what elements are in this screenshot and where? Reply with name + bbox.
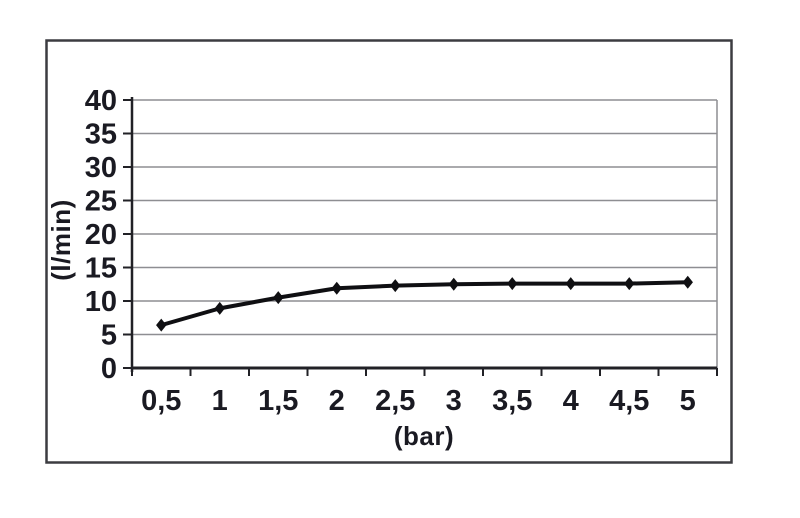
y-tick-label: 15 [85, 253, 117, 285]
x-tick-labels-group: 0,5 1 1,5 2 2,5 3 3,5 4 4,5 5 [141, 385, 696, 417]
series-line [159, 280, 690, 328]
y-tick-label: 30 [85, 152, 117, 184]
chart-border [45, 39, 733, 464]
x-tick-label: 3,5 [492, 385, 532, 417]
data-point-marker [624, 277, 635, 291]
y-axis-title: (l/min) [46, 199, 76, 281]
data-point-marker [565, 277, 576, 291]
y-tick-label: 40 [85, 85, 117, 117]
x-tick-label: 1,5 [258, 385, 298, 417]
x-tick-label: 5 [680, 385, 696, 417]
data-point-marker [448, 277, 459, 291]
data-point-marker [331, 281, 342, 295]
y-tick-label: 25 [85, 186, 117, 218]
x-tick-label: 4,5 [609, 385, 649, 417]
data-point-marker [682, 275, 693, 289]
x-tick-label: 0,5 [141, 385, 181, 417]
x-tick-label: 3 [446, 385, 462, 417]
data-point-marker [390, 279, 401, 293]
data-point-marker [156, 318, 167, 332]
series-group [156, 275, 693, 332]
y-tick-label: 20 [85, 219, 117, 251]
data-point-marker [507, 277, 518, 291]
y-tick-label: 0 [101, 353, 117, 385]
y-tick-label: 10 [85, 286, 117, 318]
x-tick-label: 2 [329, 385, 345, 417]
data-point-marker [273, 291, 284, 305]
y-tick-label: 35 [85, 119, 117, 151]
x-axis-title: (bar) [394, 421, 454, 451]
axes-group [123, 97, 718, 376]
x-tick-label: 2,5 [375, 385, 415, 417]
data-point-marker [214, 301, 225, 315]
gridlines-group [132, 99, 718, 368]
x-tick-label: 1 [212, 385, 228, 417]
y-tick-label: 5 [101, 320, 117, 352]
x-tick-label: 4 [563, 385, 579, 417]
